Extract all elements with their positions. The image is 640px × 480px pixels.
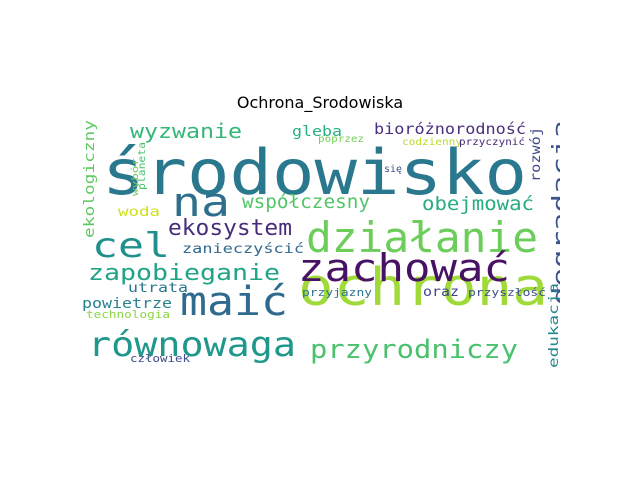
word-23: powietrze xyxy=(82,296,172,312)
word-8: równowaga xyxy=(88,325,296,365)
word-33: przyczynić xyxy=(459,136,525,148)
word-18: ekologiczny xyxy=(82,120,98,238)
word-34: się xyxy=(384,164,402,175)
word-20: woda xyxy=(118,205,160,220)
word-4: zachować xyxy=(298,246,510,290)
word-9: przyrodniczy xyxy=(310,335,518,365)
word-11: zapobieganie xyxy=(88,261,280,286)
word-13: współczesny xyxy=(242,191,370,213)
word-19: rozwój xyxy=(529,127,544,182)
word-28: technologia xyxy=(86,308,170,321)
word-10: degradacja xyxy=(549,120,560,305)
chart-title: Ochrona_Srodowiska xyxy=(236,93,404,112)
word-16: bioróżnorodność xyxy=(374,120,526,138)
word-27: edukacja xyxy=(547,283,560,368)
word-7: maić xyxy=(180,279,288,325)
word-17: gleba xyxy=(292,124,342,140)
word-22: utrata xyxy=(128,281,188,296)
word-32: codzienny xyxy=(402,137,462,148)
word-1: środowisko xyxy=(102,136,527,209)
word-24: oraz xyxy=(423,285,459,300)
word-31: poprzez xyxy=(318,134,364,145)
word-12: ekosystem xyxy=(168,216,292,241)
word-36: planeta xyxy=(137,142,148,190)
word-14: obejmować xyxy=(422,193,534,215)
word-3: działanie xyxy=(306,213,538,262)
word-6: cel xyxy=(92,226,170,266)
word-35: wybór xyxy=(130,157,141,196)
word-26: przyszłość xyxy=(468,286,546,299)
word-25: przyjazny xyxy=(302,286,372,299)
word-2: ochrona xyxy=(298,258,548,318)
word-5: na xyxy=(172,180,230,226)
word-21: zanieczyścić xyxy=(182,242,304,257)
word-30: człowiek xyxy=(130,352,190,365)
word-15: wyzwanie xyxy=(130,120,242,143)
